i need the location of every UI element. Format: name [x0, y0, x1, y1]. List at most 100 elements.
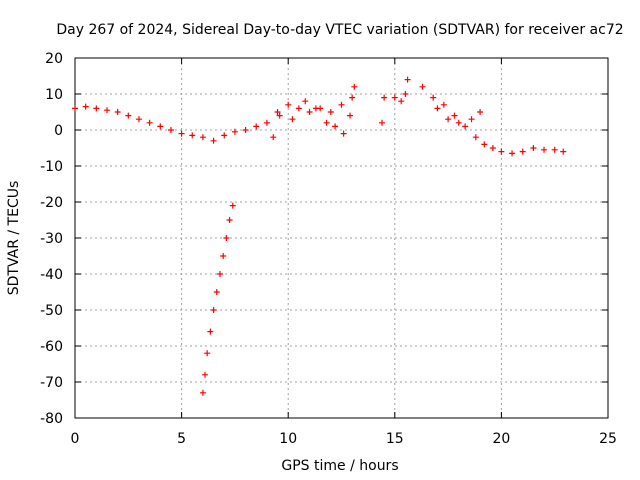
data-point [430, 94, 437, 101]
data-point [210, 307, 217, 313]
data-point [419, 83, 426, 90]
data-point [509, 150, 516, 157]
y-axis-label: SDTVAR / TECUs [6, 181, 22, 296]
grid-lines [75, 58, 608, 418]
data-point [82, 103, 89, 110]
data-point [199, 134, 206, 141]
data-point [468, 116, 475, 123]
y-tick-label: -10 [40, 159, 63, 175]
x-tick-label: 15 [386, 431, 404, 447]
data-point [125, 112, 132, 119]
data-point [221, 132, 228, 139]
data-point [157, 123, 164, 130]
data-point [295, 105, 302, 112]
data-point [276, 112, 283, 119]
tick-marks [74, 57, 609, 419]
data-point [114, 109, 121, 115]
data-point [455, 119, 462, 126]
y-tick-labels: 20 10 0 -10 -20 -30 -40 -50 -60 -70 -80 [40, 51, 63, 427]
data-point [285, 101, 292, 108]
data-point [199, 389, 206, 396]
y-tick-label: -20 [40, 195, 63, 211]
x-tick-label: 10 [279, 431, 297, 447]
y-tick-label: -30 [40, 231, 63, 247]
series-main-track [72, 83, 567, 157]
data-point [404, 76, 411, 83]
data-point [391, 94, 398, 101]
y-tick-label: -80 [40, 411, 63, 427]
data-point [220, 253, 227, 259]
data-point [445, 116, 452, 123]
series-scatter-cluster [270, 76, 484, 141]
x-tick-label: 20 [492, 431, 510, 447]
data-point [351, 83, 358, 90]
data-point [381, 94, 388, 101]
data-point [263, 119, 270, 126]
data-point [338, 101, 345, 108]
data-point [167, 127, 174, 133]
data-point [398, 98, 405, 105]
data-point [312, 105, 319, 112]
y-tick-label: -50 [40, 303, 63, 319]
data-point [541, 146, 548, 153]
data-point [440, 101, 447, 108]
data-point [204, 350, 211, 357]
data-point [103, 107, 110, 114]
x-tick-labels: 0 5 10 15 20 25 [71, 431, 617, 447]
data-point [472, 134, 479, 141]
data-point [551, 146, 558, 153]
data-point [379, 119, 386, 126]
x-tick-label: 5 [177, 431, 186, 447]
data-point [178, 130, 185, 137]
data-point [481, 141, 488, 148]
data-point [349, 94, 356, 101]
data-point [231, 128, 238, 135]
data-point [216, 271, 223, 277]
data-point [274, 109, 281, 115]
data-point [340, 130, 347, 137]
data-point [253, 123, 260, 130]
data-point [462, 123, 469, 130]
data-point [402, 91, 409, 97]
data-point [347, 112, 354, 119]
data-point [530, 145, 537, 151]
data-point [323, 119, 330, 126]
data-point [434, 105, 441, 112]
chart-title: Day 267 of 2024, Sidereal Day-to-day VTE… [56, 22, 623, 38]
data-point [477, 109, 484, 115]
y-tick-label: -70 [40, 375, 63, 391]
data-point [210, 137, 217, 144]
data-point [207, 328, 214, 335]
data-point [223, 235, 230, 241]
data-point [146, 119, 153, 126]
y-tick-label: 0 [54, 123, 63, 139]
data-point [327, 109, 334, 115]
data-point [498, 148, 505, 155]
data-point [489, 145, 496, 151]
data-points [72, 76, 567, 396]
data-point [332, 123, 339, 130]
data-point [93, 105, 100, 112]
data-point [242, 127, 249, 133]
y-tick-label: 20 [45, 51, 63, 67]
data-point [519, 148, 526, 155]
data-point [189, 132, 196, 139]
x-tick-label: 0 [71, 431, 80, 447]
data-point [135, 116, 142, 123]
data-point [213, 289, 220, 295]
y-tick-label: -60 [40, 339, 63, 355]
data-point [226, 217, 233, 223]
data-point [302, 98, 309, 105]
data-point [451, 112, 458, 119]
data-point [202, 371, 209, 378]
y-tick-label: -40 [40, 267, 63, 283]
data-point [72, 105, 78, 112]
data-point [289, 116, 296, 123]
data-point [560, 148, 567, 155]
data-point [229, 202, 236, 209]
x-axis-label: GPS time / hours [281, 458, 398, 474]
x-tick-label: 25 [599, 431, 617, 447]
y-tick-label: 10 [45, 87, 63, 103]
data-point [306, 109, 313, 115]
